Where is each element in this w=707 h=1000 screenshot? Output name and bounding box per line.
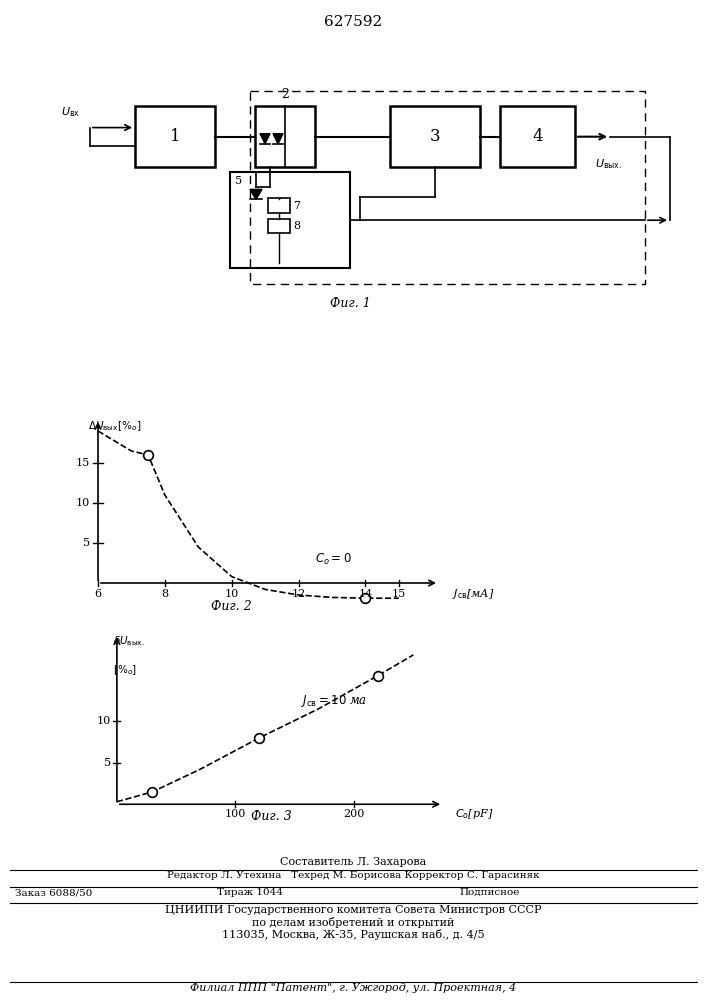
Text: ЦНИИПИ Государственного комитета Совета Министров СССР: ЦНИИПИ Государственного комитета Совета … [165, 905, 542, 915]
Text: 5: 5 [235, 176, 242, 186]
Text: Филиал ППП "Патент", г. Ужгород, ул. Проектная, 4: Филиал ППП "Патент", г. Ужгород, ул. Про… [190, 983, 516, 993]
Text: Редактор Л. Утехина   Техред М. Борисова Корректор С. Гарасиняк: Редактор Л. Утехина Техред М. Борисова К… [167, 871, 539, 880]
Text: 15: 15 [392, 589, 406, 599]
Text: 15: 15 [76, 458, 90, 468]
Text: 100: 100 [225, 809, 246, 819]
Text: $C_o=0$: $C_o=0$ [315, 551, 352, 567]
Polygon shape [273, 134, 283, 144]
Text: 6: 6 [95, 589, 102, 599]
Text: 12: 12 [291, 589, 305, 599]
Text: 4: 4 [532, 128, 543, 145]
Text: 14: 14 [358, 589, 373, 599]
Text: $\Delta U_{\rm вых}[\%_o]$: $\Delta U_{\rm вых}[\%_o]$ [88, 419, 141, 433]
Text: 200: 200 [344, 809, 365, 819]
Text: 8: 8 [293, 221, 300, 231]
Bar [268, 198, 290, 213]
Text: $[\%_o]$: $[\%_o]$ [113, 663, 137, 677]
Text: по делам изобретений и открытий: по делам изобретений и открытий [252, 917, 454, 928]
Polygon shape [250, 189, 262, 199]
Text: Фиг. 2: Фиг. 2 [211, 600, 252, 613]
Text: 5: 5 [83, 538, 90, 548]
Bar [230, 172, 350, 268]
Text: $C_o$[рF]: $C_o$[рF] [455, 807, 493, 821]
Text: 113035, Москва, Ж-35, Раушская наб., д. 4/5: 113035, Москва, Ж-35, Раушская наб., д. … [222, 929, 484, 940]
Text: Фиг. 1: Фиг. 1 [329, 297, 370, 310]
Text: Подписное: Подписное [460, 888, 520, 897]
Text: 10: 10 [76, 498, 90, 508]
Bar [255, 106, 315, 167]
Text: 627592: 627592 [324, 15, 382, 29]
Text: Составитель Л. Захарова: Составитель Л. Захарова [280, 857, 426, 867]
Text: 5: 5 [104, 758, 111, 768]
Bar [135, 106, 215, 167]
Text: $J_{\rm св}$[мА]: $J_{\rm св}$[мА] [452, 587, 495, 601]
Text: 8: 8 [161, 589, 168, 599]
Polygon shape [260, 134, 270, 144]
Text: 7: 7 [293, 201, 300, 211]
Text: Тираж 1044: Тираж 1044 [217, 888, 283, 897]
Text: 10: 10 [225, 589, 239, 599]
Bar [500, 106, 575, 167]
Text: $U_{\rm вх}$: $U_{\rm вх}$ [61, 106, 80, 119]
Bar [390, 106, 480, 167]
Bar [268, 219, 290, 233]
Text: 3: 3 [430, 128, 440, 145]
Text: $\delta U_{\rm вых.}$: $\delta U_{\rm вых.}$ [113, 634, 145, 648]
Text: $J_{\rm св}=10$ ма: $J_{\rm св}=10$ ма [300, 693, 367, 709]
Text: 10: 10 [97, 716, 111, 726]
Text: Заказ 6088/50: Заказ 6088/50 [15, 888, 93, 897]
Text: 1: 1 [170, 128, 180, 145]
Text: Фиг. 3: Фиг. 3 [251, 810, 291, 823]
Text: 2: 2 [281, 88, 289, 101]
Text: $U_{\rm вых.}$: $U_{\rm вых.}$ [595, 157, 622, 171]
